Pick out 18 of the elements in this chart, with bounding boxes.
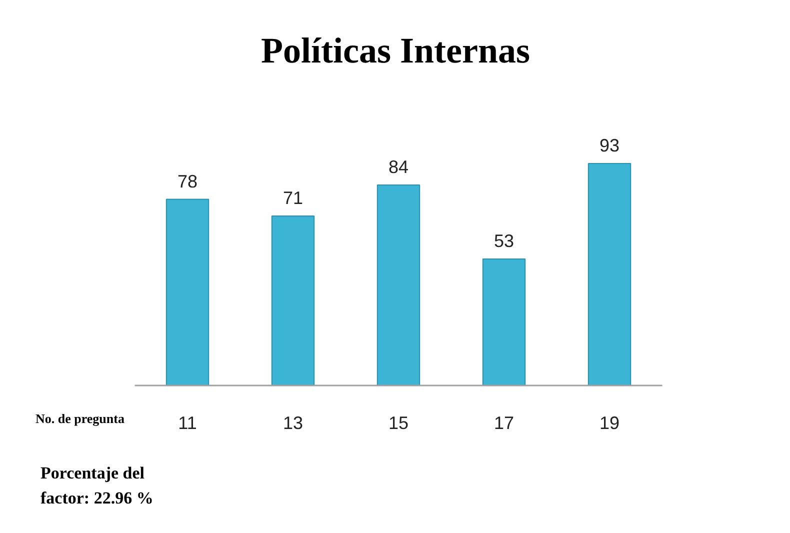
chart-title: Políticas Internas (261, 30, 530, 70)
x-tick-label: 11 (178, 413, 197, 433)
data-label: 93 (599, 136, 620, 156)
x-axis-title: No. de pregunta (36, 411, 125, 426)
bar (376, 184, 420, 386)
bar (588, 163, 632, 386)
x-tick-label: 19 (599, 413, 620, 433)
bar (271, 216, 315, 386)
data-label: 71 (282, 188, 304, 208)
data-label: 78 (177, 171, 198, 192)
x-tick-label: 15 (388, 413, 409, 433)
text: Porcentaje del factor: 22.96 % (40, 464, 154, 508)
data-label: 53 (494, 230, 514, 251)
bar (482, 258, 526, 386)
bar (166, 198, 210, 386)
x-tick-label: 13 (282, 413, 304, 433)
x-tick-label: 17 (494, 413, 514, 433)
data-label: 84 (388, 156, 409, 177)
